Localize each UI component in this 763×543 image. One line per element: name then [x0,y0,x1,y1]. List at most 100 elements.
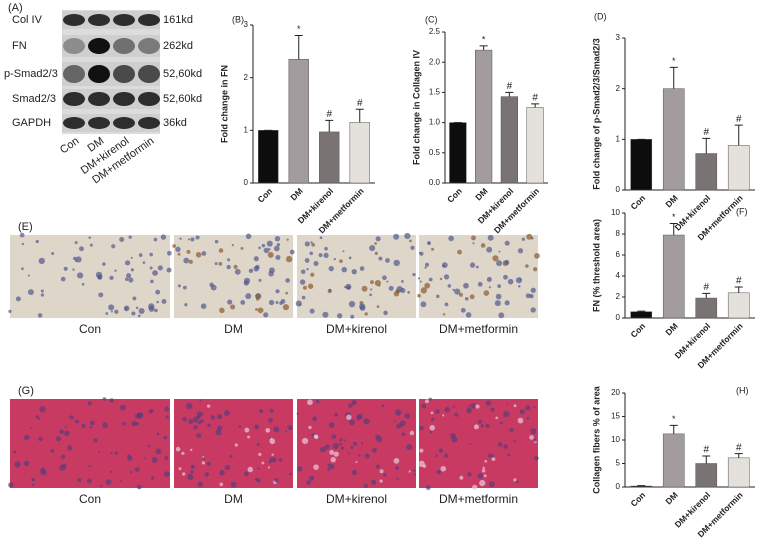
blot-band [138,65,160,83]
significance-mark: # [736,114,742,125]
x-tick-label: DM+metformin [492,186,541,235]
tissue-cell [267,466,270,469]
tissue-cell [442,414,445,417]
bar [727,457,750,488]
tissue-cell [35,239,39,244]
tissue-cell [375,434,381,440]
tissue-cell [327,467,331,471]
tissue-cell [244,471,249,477]
y-axis-label: Collagen fibers % of area [591,385,601,494]
tissue-cell [513,478,517,482]
tissue-cell [393,291,400,297]
tissue-cell [109,398,114,403]
significance-mark: # [736,276,742,287]
tissue-cell [379,469,384,474]
tissue-cell [519,409,525,415]
tissue-cell [269,438,276,445]
tissue-cell [114,309,119,314]
tissue-cell [230,481,237,488]
tissue-cell [420,287,427,294]
tissue-cell [282,304,290,311]
tissue-cell [31,483,35,487]
tissue-cell [234,268,241,275]
bar [288,58,309,184]
tissue-cell [311,242,316,247]
tissue-cell [526,417,530,420]
tissue-cell [105,312,109,315]
tissue-cell [441,262,448,269]
tissue-cell [469,262,476,268]
tissue-cell [81,423,86,428]
tissue-cell [518,285,521,288]
blot-band [63,65,85,83]
tissue-cell [165,415,169,419]
blot-band [88,38,110,54]
significance-mark: * [482,34,486,44]
tissue-cell [458,292,464,297]
y-tick-label: 20 [611,388,620,397]
blot-band [63,92,85,106]
tissue-cell [275,254,281,260]
tissue-cell [263,312,269,318]
tissue-cell [333,257,336,261]
tissue-cell [255,308,258,311]
y-tick-label: 1 [616,134,621,143]
tissue-cell [216,414,223,420]
tissue-cell [350,445,354,450]
image-caption: DM+kirenol [326,322,387,336]
tissue-cell [386,280,389,283]
blot-band [138,117,160,129]
tissue-cell [148,409,153,414]
tissue-cell [187,473,194,481]
tissue-cell [525,293,531,299]
tissue-cell [401,432,406,437]
tissue-cell [357,413,363,420]
tissue-cell [269,457,274,462]
blot-band [113,92,135,106]
tissue-cell [442,313,446,316]
tissue-cell [105,479,112,485]
significance-mark: # [357,98,363,109]
tissue-cell [413,473,416,476]
x-tick-label: Con [628,321,647,340]
tissue-cell [88,402,91,406]
tissue-cell [312,416,318,422]
tissue-cell [149,252,153,257]
tissue-cell [51,252,55,255]
blot-band [63,14,85,26]
tissue-cell [482,466,485,470]
tissue-cell [451,436,458,443]
tissue-cell [60,276,66,282]
tissue-cell [19,232,25,238]
tissue-cell [425,485,431,491]
tissue-cell [255,293,260,299]
tissue-cell [289,249,295,255]
blot-strip [62,114,160,132]
y-axis-label: Fold change in Collagen IV [411,50,421,165]
bar [475,49,493,184]
tissue-cell [424,266,427,269]
tissue-cell [350,314,355,319]
tissue-cell [231,243,234,247]
tissue-cell [374,242,378,245]
tissue-cell [226,264,231,270]
tissue-cell [108,304,115,311]
tissue-cell [135,306,139,310]
tissue-cell [27,289,34,296]
significance-mark: # [736,442,742,453]
tissue-cell [40,467,46,473]
tissue-cell [267,251,274,258]
blot-strip [62,35,160,57]
tissue-cell [261,461,265,465]
tissue-cell [422,464,427,468]
y-tick-label: 2 [244,73,249,82]
tissue-cell [419,280,422,283]
tissue-cell [207,423,211,428]
tissue-cell [119,480,122,483]
bar [449,122,467,184]
tissue-cell [268,271,274,277]
image-caption: DM+kirenol [326,492,387,506]
tissue-cell [50,448,55,453]
tissue-cell [196,411,204,418]
tissue-cell [393,458,400,464]
